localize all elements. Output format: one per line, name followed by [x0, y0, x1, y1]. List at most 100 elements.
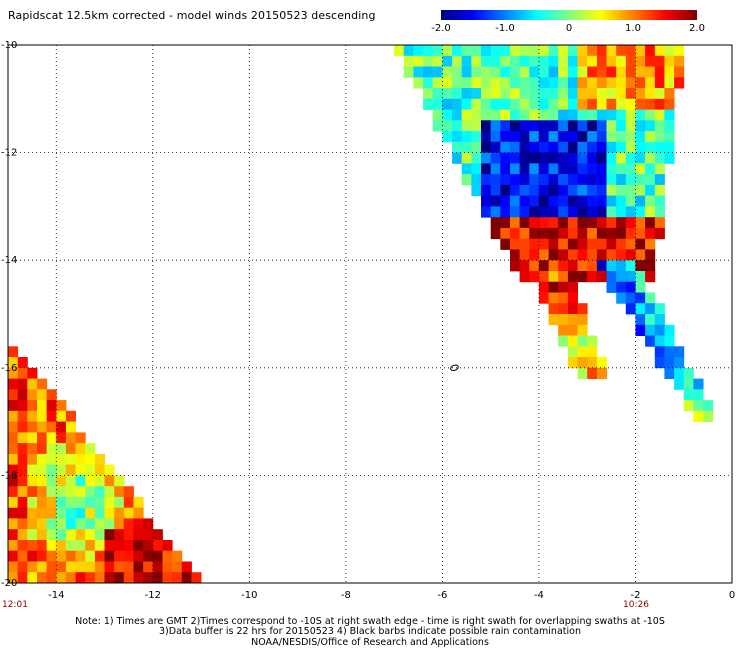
- heat-cell: [587, 335, 598, 347]
- heat-cell: [481, 45, 492, 57]
- heat-cell: [616, 271, 627, 283]
- heat-cell: [548, 131, 559, 143]
- heat-cell: [481, 184, 492, 197]
- heat-cell: [567, 314, 578, 326]
- heat-cell: [46, 550, 57, 562]
- heat-cell: [85, 572, 96, 584]
- heat-cell: [461, 163, 472, 175]
- heat-cell: [162, 550, 173, 562]
- heat-cell: [587, 152, 598, 164]
- note-line-1: Note: 1) Times are GMT 2)Times correspon…: [75, 616, 665, 627]
- heat-cell: [538, 141, 549, 153]
- heat-cell: [654, 152, 665, 164]
- heat-cell: [519, 152, 530, 164]
- heat-cell: [17, 572, 28, 584]
- heat-cell: [625, 109, 636, 121]
- heat-cell: [162, 561, 173, 573]
- heat-cell: [17, 389, 28, 401]
- heat-cell: [46, 540, 57, 552]
- heat-cell: [616, 163, 627, 175]
- heat-cell: [442, 109, 453, 121]
- heat-cell: [519, 131, 530, 143]
- colorbar-gradient: [441, 10, 697, 20]
- heat-cell: [558, 141, 569, 153]
- heat-cell: [645, 184, 656, 197]
- heat-cell: [500, 88, 511, 100]
- heat-cell: [56, 410, 67, 422]
- heat-cell: [635, 324, 646, 336]
- colorbar-tick-label: -1.0: [495, 23, 515, 34]
- heat-cell: [181, 561, 192, 573]
- heat-cell: [17, 561, 28, 573]
- heat-cell: [548, 163, 559, 175]
- heat-cell: [587, 131, 598, 143]
- heat-cell: [538, 77, 549, 89]
- heat-cell: [152, 550, 163, 562]
- heat-cell: [413, 77, 424, 89]
- heat-cell: [558, 163, 569, 175]
- heat-cell: [654, 163, 665, 175]
- heat-cell: [596, 45, 607, 57]
- heat-cell: [75, 540, 86, 552]
- heat-cell: [664, 109, 675, 121]
- heat-cell: [616, 55, 627, 67]
- heat-cell: [56, 421, 67, 433]
- heat-cell: [510, 163, 521, 175]
- heat-cell: [442, 88, 453, 100]
- heat-cell: [123, 550, 134, 562]
- heat-cell: [27, 421, 38, 433]
- heat-cell: [645, 174, 656, 186]
- heat-cell: [587, 357, 598, 369]
- heat-cell: [567, 217, 578, 229]
- heat-cell: [558, 88, 569, 100]
- heat-cell: [17, 550, 28, 562]
- heat-cell: [519, 141, 530, 153]
- heat-cell: [65, 410, 76, 422]
- x-tick-label: -14: [48, 590, 64, 601]
- heat-cell: [471, 88, 482, 100]
- heat-cell: [104, 475, 115, 487]
- heat-cell: [606, 195, 617, 207]
- heat-cell: [654, 109, 665, 121]
- heat-cell: [481, 131, 492, 143]
- heat-cell: [529, 45, 540, 57]
- heat-cell: [606, 109, 617, 121]
- heat-cell: [548, 238, 559, 250]
- heat-cell: [172, 572, 183, 584]
- heat-cell: [461, 55, 472, 67]
- heat-cell: [529, 152, 540, 164]
- heat-cell: [645, 66, 656, 78]
- heat-cell: [510, 98, 521, 110]
- heat-cell: [442, 120, 453, 132]
- heat-cell: [538, 292, 549, 304]
- heat-cell: [452, 120, 463, 132]
- heat-cell: [75, 453, 86, 466]
- heat-cell: [606, 120, 617, 132]
- heat-cell: [645, 152, 656, 164]
- heat-cell: [577, 227, 588, 240]
- heat-cell: [423, 98, 434, 110]
- heat-cell: [471, 141, 482, 153]
- heat-cell: [654, 303, 665, 315]
- heat-cell: [635, 292, 646, 304]
- heat-cell: [683, 400, 694, 412]
- heat-cell: [625, 174, 636, 186]
- heat-cell: [529, 227, 540, 240]
- heat-cell: [519, 55, 530, 67]
- heat-cell: [616, 98, 627, 110]
- heat-cell: [481, 98, 492, 110]
- heat-cell: [17, 432, 28, 444]
- heat-cell: [75, 518, 86, 530]
- heat-cell: [635, 66, 646, 78]
- heat-cell: [674, 357, 685, 369]
- heat-cell: [432, 120, 443, 132]
- heat-cell: [94, 572, 105, 584]
- heat-cell: [548, 120, 559, 132]
- heat-cell: [664, 55, 675, 67]
- heat-cell: [461, 66, 472, 78]
- heat-cell: [94, 561, 105, 573]
- heat-cell: [606, 55, 617, 67]
- heat-cell: [577, 152, 588, 164]
- heat-cell: [442, 131, 453, 143]
- heat-cell: [596, 174, 607, 186]
